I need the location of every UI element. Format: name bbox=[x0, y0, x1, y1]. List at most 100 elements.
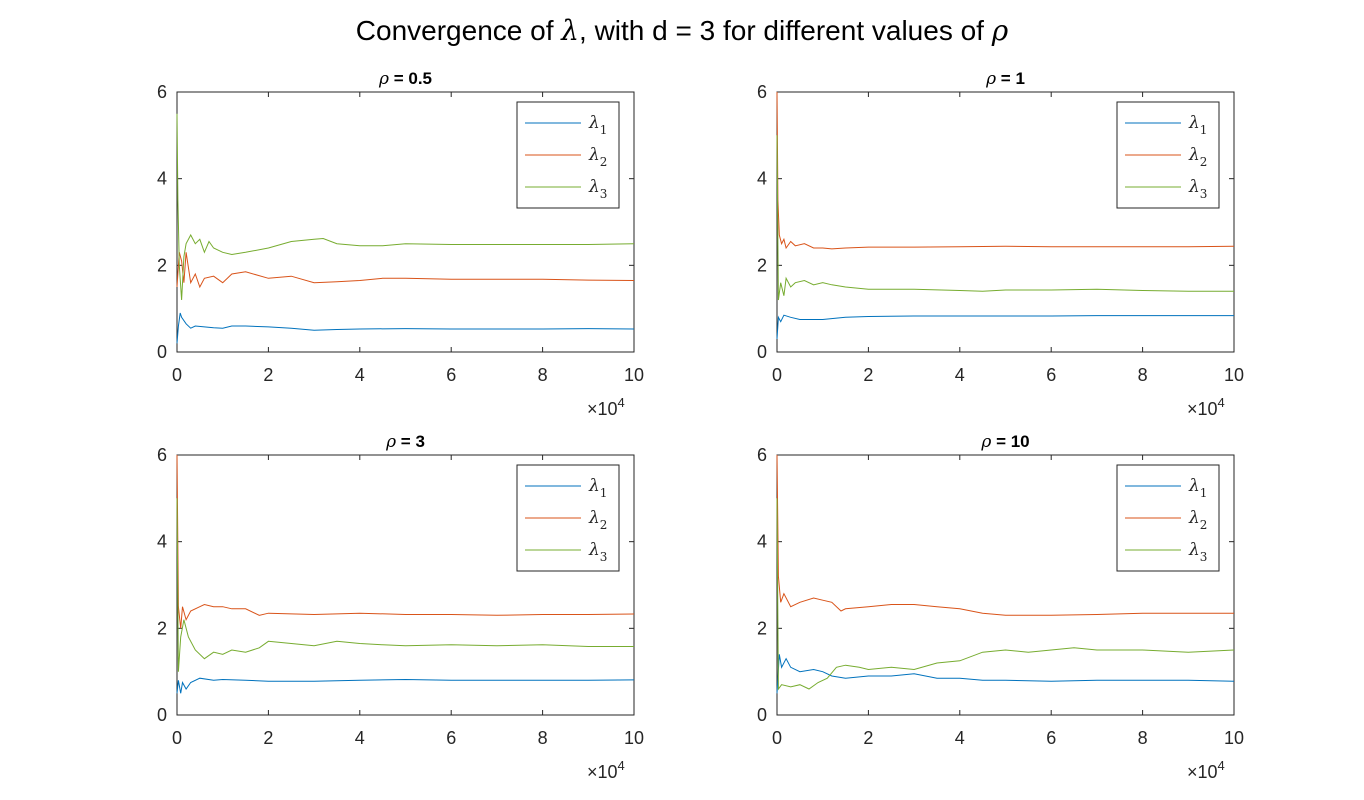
legend-subscript: 2 bbox=[600, 518, 608, 532]
figure-title: Convergence of λ, with d = 3 for differe… bbox=[0, 14, 1364, 47]
x-tick-label: 4 bbox=[355, 728, 365, 748]
y-tick-label: 0 bbox=[157, 342, 167, 362]
legend-symbol: λ bbox=[1188, 540, 1200, 560]
subplot-title: ρ = 10 bbox=[980, 432, 1029, 452]
subplot-title-symbol: ρ bbox=[985, 69, 996, 89]
legend-subscript: 3 bbox=[600, 187, 608, 201]
subplot-title-value: = 3 bbox=[396, 432, 425, 451]
subplot-title-symbol: ρ bbox=[385, 432, 396, 452]
y-tick-label: 4 bbox=[757, 532, 767, 552]
legend-subscript: 1 bbox=[600, 486, 608, 500]
x-tick-label: 8 bbox=[1138, 365, 1148, 385]
x-tick-label: 8 bbox=[538, 728, 548, 748]
subplot-title: ρ = 1 bbox=[985, 69, 1025, 89]
legend-subscript: 2 bbox=[1200, 518, 1208, 532]
legend-symbol: λ bbox=[588, 476, 600, 496]
figure-title-middle: , with d = 3 for different values of bbox=[579, 15, 992, 46]
legend-label-λ3: λ3 bbox=[1188, 177, 1207, 201]
x-tick-label: 6 bbox=[1046, 365, 1056, 385]
x-exponent-power: 4 bbox=[618, 395, 625, 410]
y-tick-label: 0 bbox=[757, 342, 767, 362]
subplot-title-symbol: ρ bbox=[378, 69, 389, 89]
legend-label-λ1: λ1 bbox=[588, 113, 607, 137]
legend-symbol: λ bbox=[588, 145, 600, 165]
x-exponent-label: ×104 bbox=[1187, 758, 1225, 782]
x-tick-label: 10 bbox=[624, 728, 644, 748]
legend-label-λ3: λ3 bbox=[588, 540, 607, 564]
series-line-λ1 bbox=[776, 314, 1234, 340]
x-tick-label: 10 bbox=[1224, 365, 1244, 385]
y-tick-label: 6 bbox=[157, 445, 167, 465]
series-line-λ1 bbox=[176, 677, 635, 694]
x-tick-label: 6 bbox=[446, 728, 456, 748]
legend-label-λ2: λ2 bbox=[588, 145, 607, 169]
x-tick-label: 0 bbox=[172, 365, 182, 385]
legend-subscript: 1 bbox=[1200, 123, 1208, 137]
x-exponent-power: 4 bbox=[1218, 395, 1225, 410]
x-tick-label: 2 bbox=[263, 728, 273, 748]
legend-label-λ2: λ2 bbox=[1188, 145, 1207, 169]
subplot-title-value: = 1 bbox=[996, 69, 1025, 88]
legend-symbol: λ bbox=[588, 508, 600, 528]
x-exponent-label: ×104 bbox=[1187, 395, 1225, 419]
series-line-λ3 bbox=[776, 135, 1234, 301]
x-tick-label: 0 bbox=[772, 365, 782, 385]
legend-symbol: λ bbox=[588, 540, 600, 560]
subplot-title-value: = 0.5 bbox=[389, 69, 432, 88]
y-tick-label: 4 bbox=[157, 532, 167, 552]
x-tick-label: 6 bbox=[446, 365, 456, 385]
legend-subscript: 3 bbox=[1200, 550, 1208, 564]
series-line-λ1 bbox=[176, 312, 635, 344]
legend-subscript: 2 bbox=[1200, 155, 1208, 169]
legend-subscript: 3 bbox=[600, 550, 608, 564]
y-tick-label: 2 bbox=[757, 255, 767, 275]
figure-title-symbol: λ bbox=[561, 14, 580, 47]
subplot-title: ρ = 3 bbox=[385, 432, 425, 452]
x-tick-label: 10 bbox=[624, 365, 644, 385]
series-line-λ1 bbox=[776, 654, 1235, 694]
subplot-title-value: = 10 bbox=[991, 432, 1029, 451]
legend-subscript: 3 bbox=[1200, 187, 1208, 201]
legend-subscript: 1 bbox=[600, 123, 608, 137]
x-tick-label: 4 bbox=[955, 728, 965, 748]
x-tick-label: 6 bbox=[1046, 728, 1056, 748]
figure-title-symbol2: ρ bbox=[991, 14, 1009, 47]
subplot-title: ρ = 0.5 bbox=[378, 69, 432, 89]
series-line-λ2 bbox=[776, 91, 1235, 250]
y-tick-label: 0 bbox=[757, 705, 767, 725]
legend-symbol: λ bbox=[1188, 476, 1200, 496]
legend-label-λ1: λ1 bbox=[588, 476, 607, 500]
series-line-λ2 bbox=[776, 454, 1234, 616]
series-line-λ3 bbox=[176, 113, 635, 301]
legend-symbol: λ bbox=[1188, 508, 1200, 528]
legend-label-λ2: λ2 bbox=[1188, 508, 1207, 532]
legend-label-λ1: λ1 bbox=[1188, 476, 1207, 500]
x-tick-label: 4 bbox=[355, 365, 365, 385]
legend-label-λ3: λ3 bbox=[588, 177, 607, 201]
series-line-λ2 bbox=[176, 252, 635, 289]
x-tick-label: 2 bbox=[863, 365, 873, 385]
x-exponent-label: ×104 bbox=[587, 395, 625, 419]
figure-title-prefix: Convergence of bbox=[355, 15, 562, 46]
y-tick-label: 2 bbox=[157, 618, 167, 638]
legend-label-λ2: λ2 bbox=[588, 508, 607, 532]
x-tick-label: 4 bbox=[955, 365, 965, 385]
legend-symbol: λ bbox=[1188, 145, 1200, 165]
y-tick-label: 4 bbox=[157, 169, 167, 189]
legend-label-λ1: λ1 bbox=[1188, 113, 1207, 137]
y-tick-label: 6 bbox=[757, 82, 767, 102]
x-tick-label: 8 bbox=[1138, 728, 1148, 748]
x-tick-label: 2 bbox=[863, 728, 873, 748]
x-tick-label: 8 bbox=[538, 365, 548, 385]
y-tick-label: 6 bbox=[157, 82, 167, 102]
legend-symbol: λ bbox=[1188, 177, 1200, 197]
legend-symbol: λ bbox=[588, 113, 600, 133]
legend-symbol: λ bbox=[1188, 113, 1200, 133]
x-exponent-power: 4 bbox=[618, 758, 625, 773]
legend-subscript: 2 bbox=[600, 155, 608, 169]
x-tick-label: 0 bbox=[172, 728, 182, 748]
